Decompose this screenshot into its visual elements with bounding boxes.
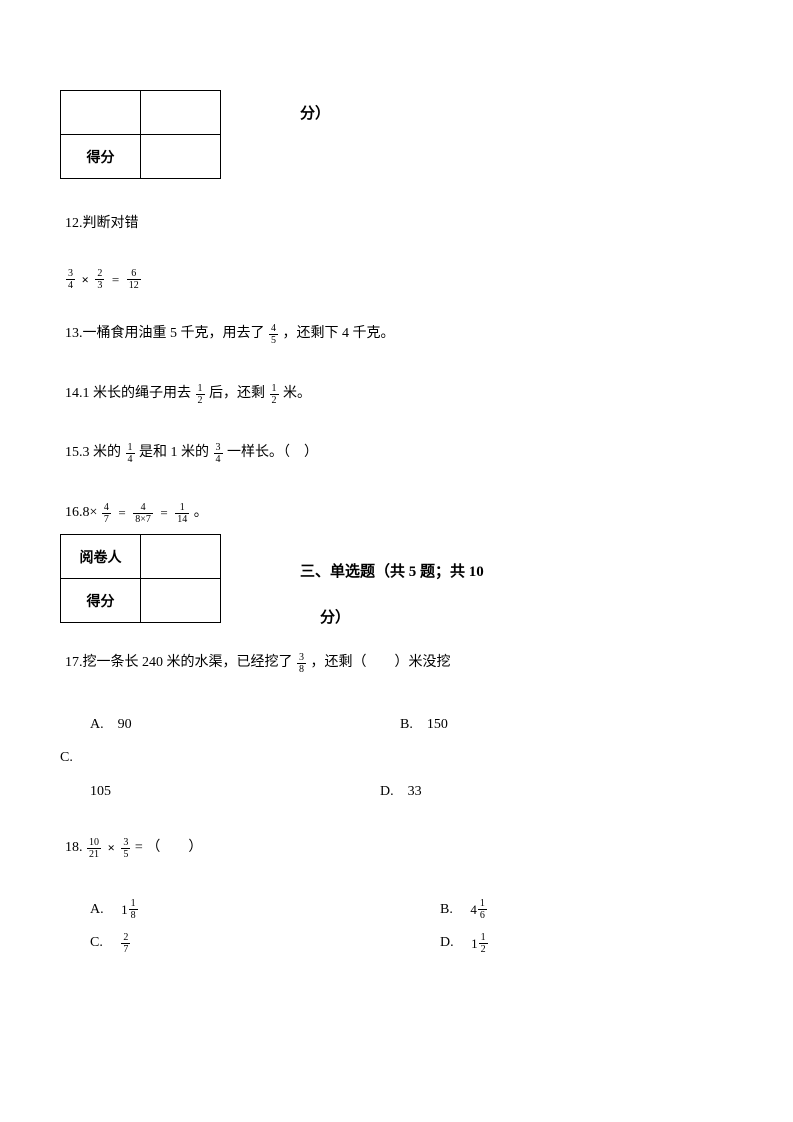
score-value-cell: [141, 135, 221, 179]
q17-option-a: A. 90: [90, 708, 400, 742]
equation-1: 3 4 × 2 3 = 6 12: [65, 268, 733, 291]
q16-frac3: 1 14: [175, 502, 189, 525]
reviewer-label-cell: 阅卷人: [61, 535, 141, 579]
q14-frac1: 1 2: [196, 383, 205, 406]
q18-c-frac: 27: [121, 932, 130, 955]
q18-eq: = （ ）: [135, 833, 202, 864]
section-header-3b: 分）: [320, 606, 350, 627]
question-14: 14.1 米长的绳子用去 1 2 后，还剩 1 2 米。: [65, 379, 733, 410]
q16-frac1: 4 7: [102, 502, 111, 525]
score-label-cell-2: 得分: [61, 579, 141, 623]
q17-options: A. 90 B. 150 C.: [60, 708, 733, 775]
q18-a-frac: 18: [129, 898, 138, 921]
q13-number: 13.: [65, 319, 83, 350]
q12-number: 12.: [65, 209, 83, 240]
q18-options-row2: C. 27 D. 112: [90, 926, 733, 960]
mult-sign: ×: [82, 273, 89, 286]
q14-number: 14.: [65, 379, 83, 410]
q18-frac2: 3 5: [121, 837, 130, 860]
q18-option-d: D. 112: [440, 926, 640, 960]
q18-frac1: 10 21: [87, 837, 101, 860]
q17-option-c2: 105: [90, 775, 380, 809]
q16-number: 16.: [65, 498, 83, 529]
section-header-3: 三、单选题（共 5 题；共 10: [300, 560, 484, 581]
q13-text1: 一桶食用油重 5 千克，用去了: [83, 319, 265, 350]
q15-frac1: 1 4: [126, 442, 135, 465]
frac-3-4: 3 4: [66, 268, 75, 291]
q18-options-row1: A. 118 B. 416: [90, 893, 733, 927]
q18-d-frac: 12: [479, 932, 488, 955]
score-label-cell: 得分: [61, 135, 141, 179]
q14-text1: 1 米长的绳子用去: [83, 379, 192, 410]
q18-option-c: C. 27: [90, 926, 440, 960]
question-15: 15.3 米的 1 4 是和 1 米的 3 4 一样长。（ ）: [65, 438, 733, 469]
question-18: 18. 10 21 × 3 5 = （ ）: [65, 833, 733, 864]
q13-frac: 4 5: [269, 323, 278, 346]
q15-text3: 一样长。（ ）: [227, 438, 318, 469]
question-13: 13.一桶食用油重 5 千克，用去了 4 5 ，还剩下 4 千克。: [65, 319, 733, 350]
q14-text2: 后，还剩: [209, 379, 265, 410]
eq-sign: =: [112, 273, 119, 286]
q17-option-d: D. 33: [380, 775, 580, 809]
q18-number: 18.: [65, 833, 83, 864]
question-12: 12.判断对错: [65, 209, 733, 240]
q18-option-b: B. 416: [440, 893, 640, 927]
score-table-1: 得分: [60, 90, 733, 179]
section-header-fen: 分）: [300, 102, 330, 123]
question-16: 16.8× 4 7 = 4 8×7 = 1 14 。: [65, 498, 733, 529]
reviewer-value-cell: [141, 535, 221, 579]
q18-option-a: A. 118: [90, 893, 440, 927]
reviewer-cell: [61, 91, 141, 135]
q17-frac: 3 8: [297, 652, 306, 675]
q17-options-row2: 105 D. 33: [60, 775, 733, 809]
q17-number: 17.: [65, 648, 83, 679]
q15-number: 15.: [65, 438, 83, 469]
q13-text2: ，还剩下 4 千克。: [283, 319, 395, 350]
frac-2-3: 2 3: [95, 268, 104, 291]
question-17: 17.挖一条长 240 米的水渠，已经挖了 3 8 ，还剩（ ）米没挖: [65, 648, 733, 679]
empty-cell: [141, 91, 221, 135]
q18-b-frac: 16: [478, 898, 487, 921]
q15-frac2: 3 4: [214, 442, 223, 465]
q16-text1: 8×: [83, 498, 98, 529]
q16-frac2: 4 8×7: [133, 502, 153, 525]
q16-text2: 。: [194, 498, 208, 529]
q14-frac2: 1 2: [270, 383, 279, 406]
score-table-2: 阅卷人 得分: [60, 534, 221, 623]
score-value-cell-2: [141, 579, 221, 623]
q16-eq1: =: [118, 499, 125, 528]
q17-text2: ，还剩（ ）米没挖: [311, 648, 451, 679]
q12-text: 判断对错: [83, 209, 139, 240]
q17-option-c: C.: [60, 741, 100, 775]
q14-text3: 米。: [283, 379, 311, 410]
q15-text2: 是和 1 米的: [139, 438, 209, 469]
q17-text1: 挖一条长 240 米的水渠，已经挖了: [83, 648, 293, 679]
q18-mult: ×: [108, 834, 115, 863]
q16-eq2: =: [160, 499, 167, 528]
frac-6-12: 6 12: [127, 268, 141, 291]
q17-option-b: B. 150: [400, 708, 710, 742]
q15-text1: 3 米的: [83, 438, 122, 469]
